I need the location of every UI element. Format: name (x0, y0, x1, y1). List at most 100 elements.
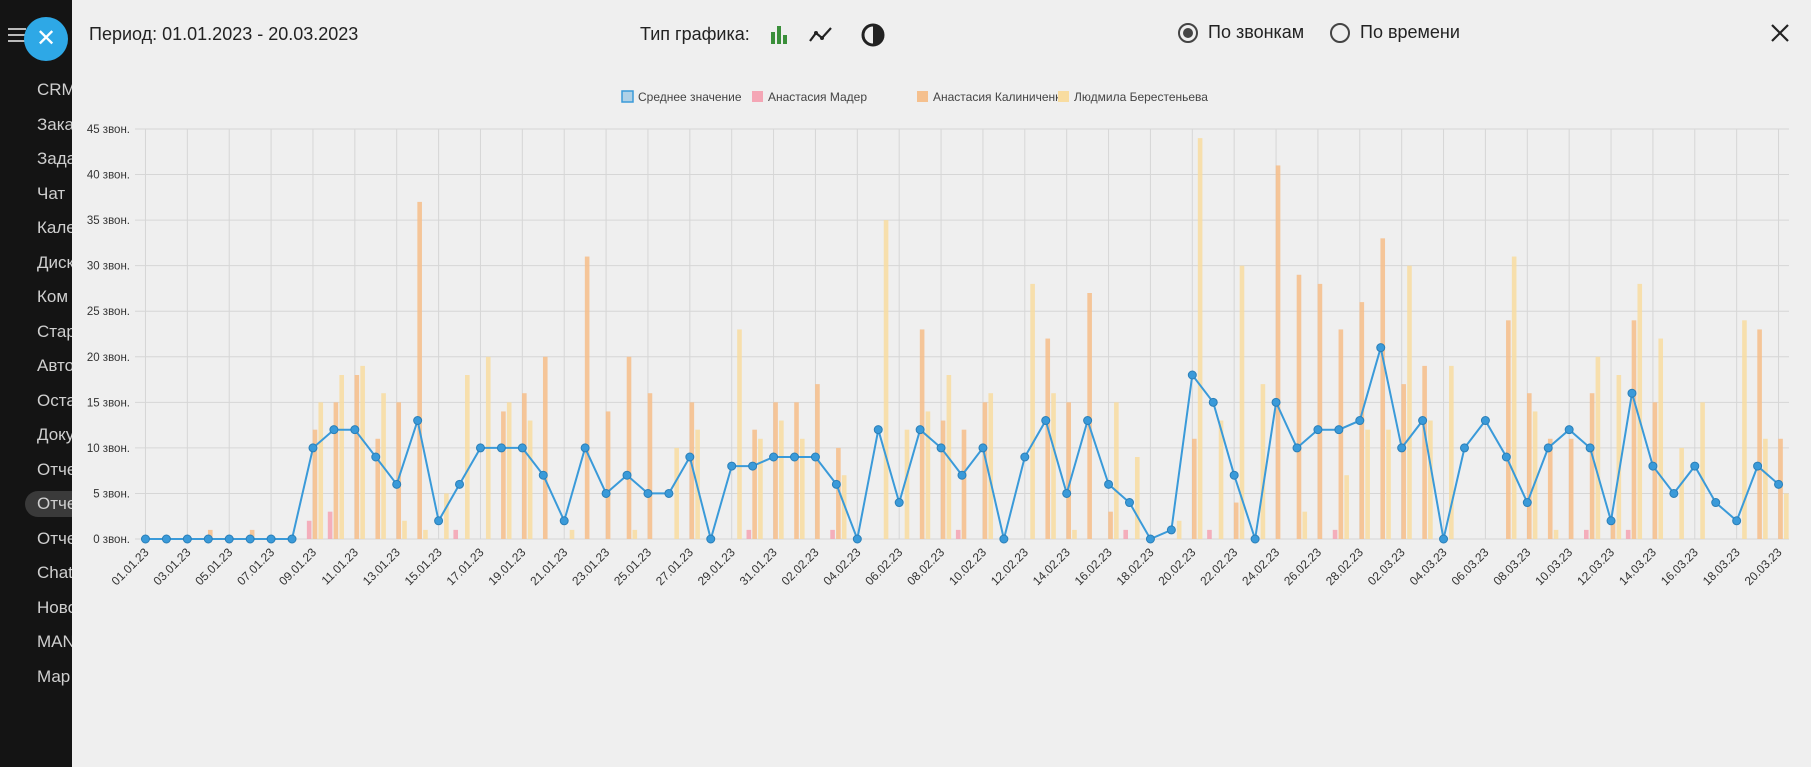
data-point (1459, 443, 1469, 453)
close-icon[interactable] (1767, 20, 1793, 46)
bar (1658, 338, 1664, 539)
data-point (978, 443, 988, 453)
data-point (1041, 416, 1051, 426)
bar (1192, 438, 1197, 539)
sidebar-item[interactable]: Ком (37, 287, 69, 306)
sidebar-item[interactable]: Зака (37, 114, 72, 134)
legend-label: Среднее значение (638, 90, 742, 104)
data-point (1292, 443, 1302, 453)
data-point (643, 488, 653, 498)
radio-unchecked-icon[interactable] (1330, 22, 1350, 43)
bar (1275, 165, 1281, 539)
sidebar-item[interactable]: Отче (37, 528, 72, 548)
data-point (1271, 397, 1281, 407)
sidebar-item[interactable]: CRM (37, 80, 72, 99)
mode-calls-radio[interactable]: По звонкам (1178, 22, 1304, 43)
x-tick-label: 06.03.23 (1449, 545, 1492, 588)
bar (1449, 365, 1454, 539)
bar (1317, 283, 1323, 539)
data-point (1669, 488, 1679, 498)
bar (1422, 365, 1427, 539)
menu-icon[interactable] (8, 28, 26, 42)
data-point (664, 488, 674, 498)
sidebar-item[interactable]: Диск (37, 252, 72, 272)
y-tick-label: 35 звон. (87, 215, 130, 227)
data-point (559, 516, 569, 526)
x-tick-label: 15.01.23 (402, 545, 445, 588)
sidebar-item[interactable]: Мар (37, 666, 71, 686)
bar (883, 220, 889, 539)
bar (1763, 438, 1768, 539)
bar (689, 402, 695, 539)
data-point (1543, 443, 1553, 453)
data-point (434, 516, 444, 526)
data-point (1250, 534, 1260, 544)
sidebar-item[interactable]: Ново (37, 597, 72, 617)
bar (1428, 420, 1433, 539)
bar (1631, 320, 1637, 539)
sidebar-item[interactable]: Chat (37, 563, 72, 582)
sidebar-item[interactable]: Кале (37, 218, 72, 237)
data-point (1208, 397, 1218, 407)
data-point (308, 443, 318, 453)
data-point (1124, 498, 1134, 508)
data-point (769, 452, 779, 462)
bar (1296, 274, 1302, 539)
data-point (873, 425, 883, 435)
data-point (182, 534, 192, 544)
bar (360, 365, 365, 539)
legend-label: Людмила Берестеньева (1074, 90, 1208, 104)
data-point (1187, 370, 1197, 380)
data-point (496, 443, 506, 453)
sidebar-item[interactable]: Зада (37, 149, 72, 168)
x-tick-label: 04.02.23 (821, 545, 864, 588)
x-tick-label: 16.03.23 (1658, 545, 1701, 588)
sidebar: CRM Зака Зада Чат Кале Диск Ком Стар Авто Оста Док… (0, 0, 72, 767)
bar (955, 529, 961, 539)
x-tick-label: 27.01.23 (653, 545, 696, 588)
data-point (601, 488, 611, 498)
sidebar-item[interactable]: Оста (37, 390, 72, 410)
data-point (1334, 425, 1344, 435)
line-chart-icon[interactable] (808, 22, 834, 48)
x-tick-label: 07.01.23 (234, 545, 277, 588)
data-point (1732, 516, 1742, 526)
bar (1030, 283, 1035, 539)
close-panel-button[interactable]: ✕ (24, 17, 68, 61)
bar (752, 429, 757, 539)
x-tick-label: 31.01.23 (737, 545, 780, 588)
bar (1045, 338, 1051, 539)
data-point (1229, 470, 1239, 480)
data-point (203, 534, 213, 544)
bar-series (207, 138, 1789, 540)
sidebar-item[interactable]: Отче (25, 491, 72, 517)
legend-label: Анастасия Калиниченко (933, 90, 1068, 104)
data-point (831, 479, 841, 489)
mode-time-radio[interactable]: По времени (1330, 22, 1460, 43)
bar (1511, 256, 1517, 539)
bar (327, 511, 333, 539)
legend-swatch (752, 91, 763, 102)
sidebar-item[interactable]: MAN (37, 632, 72, 651)
bar (506, 402, 512, 539)
data-point (1104, 479, 1114, 489)
bar (207, 529, 213, 539)
data-point (1313, 425, 1323, 435)
radio-checked-icon[interactable] (1178, 22, 1198, 43)
x-tick-label: 01.01.23 (109, 545, 152, 588)
bar (1637, 283, 1643, 539)
bar (1207, 529, 1212, 539)
x-tick-label: 12.02.23 (988, 545, 1031, 588)
bar-chart-icon[interactable] (766, 22, 792, 48)
sidebar-item[interactable]: Чат (37, 183, 66, 203)
sidebar-item[interactable]: Стар (37, 321, 72, 341)
sidebar-item[interactable]: Отче (37, 459, 72, 479)
x-tick-label: 20.03.23 (1742, 545, 1785, 588)
sidebar-item[interactable]: Авто (37, 356, 72, 375)
pie-chart-icon[interactable] (860, 22, 886, 48)
y-tick-label: 5 звон. (93, 488, 130, 500)
sidebar-item[interactable]: Доку (37, 425, 72, 444)
bar (306, 520, 312, 539)
bar (1066, 402, 1071, 539)
bar (1114, 402, 1119, 539)
